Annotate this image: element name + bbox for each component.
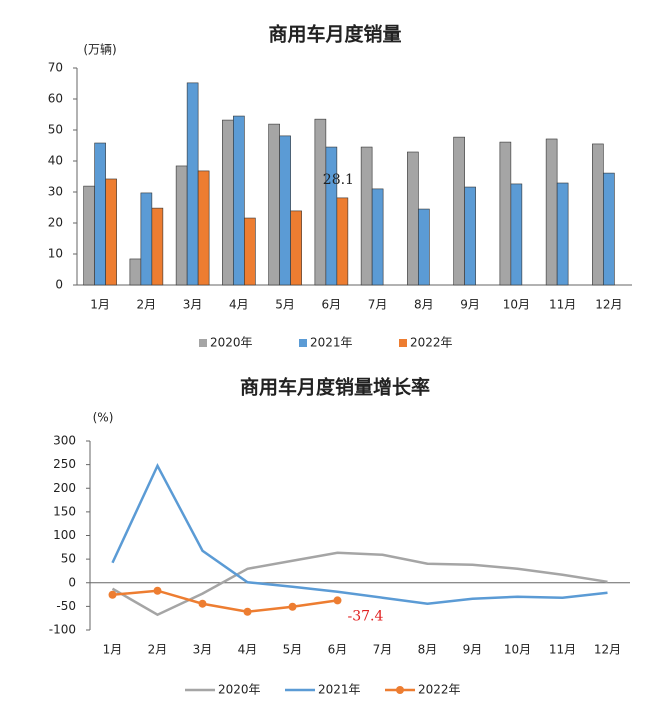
x-tick-label: 7月 [368,298,388,312]
x-tick-label: 1月 [103,643,123,657]
y-tick-label: 300 [53,434,76,448]
bar [371,188,384,286]
bar [129,258,142,286]
y-axis-label: (万辆) [83,43,116,57]
legend-label: 2021年 [318,683,361,697]
legend-swatch [299,339,307,347]
legend-label: 2021年 [310,336,353,350]
y-tick-label: 10 [48,247,63,261]
legend-marker [396,686,404,694]
y-tick-label: 20 [48,216,63,230]
y-tick-label: 50 [61,552,76,566]
y-tick-label: 0 [55,278,63,292]
bar [464,186,476,286]
x-tick-label: 3月 [193,643,213,657]
y-tick-label: 150 [53,504,76,518]
bar [222,119,234,286]
bar [151,207,164,286]
y-tick-label: -50 [56,599,76,613]
y-tick-label: 50 [48,123,63,137]
y-tick-label: 200 [53,481,76,495]
bar [556,182,569,286]
y-tick-label: 70 [48,61,63,75]
marker [153,586,162,595]
x-tick-label: 1月 [90,298,110,312]
bar [268,123,280,286]
x-tick-label: 5月 [283,643,303,657]
x-tick-label: 7月 [373,643,393,657]
bar [186,82,199,286]
legend-label: 2020年 [218,683,261,697]
bar [105,178,117,286]
y-tick-label: 30 [48,185,63,199]
marker [108,590,117,599]
data-label: 28.1 [323,172,354,188]
bar [592,143,604,286]
x-tick-label: 12月 [594,643,621,657]
x-tick-label: 10月 [504,643,531,657]
x-tick-label: 9月 [460,298,480,312]
bar [314,118,327,286]
x-tick-label: 6月 [328,643,348,657]
bar [290,210,302,286]
bar [499,141,512,286]
bar [418,208,430,286]
bar [94,142,106,286]
x-tick-label: 4月 [238,643,258,657]
x-tick-label: 4月 [229,298,249,312]
marker [243,607,252,616]
x-tick-label: 5月 [275,298,295,312]
x-tick-label: 2月 [137,298,157,312]
x-tick-label: 9月 [463,643,483,657]
legend-label: 2020年 [210,336,253,350]
bar [407,151,419,286]
bar [336,197,349,286]
y-tick-label: 250 [53,457,76,471]
y-axis-label: (%) [93,411,114,425]
bar [175,165,188,286]
y-tick-label: 60 [48,92,63,106]
bar [83,185,95,286]
marker [198,599,207,608]
y-tick-label: 0 [68,575,76,589]
bar [453,136,465,286]
legend-swatch [399,339,407,347]
bar [279,135,291,286]
marker [288,602,297,611]
y-tick-label: 100 [53,528,76,542]
chart-title: 商用车月度销量增长率 [240,376,430,399]
bar [244,217,256,286]
y-tick-label: -100 [49,623,76,637]
legend-label: 2022年 [410,336,453,350]
line [111,462,608,605]
bar [360,146,373,286]
bar [603,172,615,286]
bar [233,115,245,286]
bar [140,192,153,286]
bar [545,138,558,286]
x-tick-label: 11月 [549,298,576,312]
x-tick-label: 8月 [414,298,434,312]
bar [325,146,338,286]
x-tick-label: 2月 [148,643,168,657]
bar [510,183,523,286]
legend-swatch [199,339,207,347]
x-tick-label: 11月 [549,643,576,657]
x-tick-label: 12月 [595,298,622,312]
data-label: -37.4 [348,608,384,624]
bar [197,170,210,286]
marker [333,596,342,605]
x-tick-label: 10月 [503,298,530,312]
legend-label: 2022年 [418,683,461,697]
x-tick-label: 6月 [322,298,342,312]
line [111,551,608,617]
chart-title: 商用车月度销量 [268,23,401,46]
x-tick-label: 3月 [183,298,203,312]
x-tick-label: 8月 [418,643,438,657]
line [112,589,338,614]
y-tick-label: 40 [48,154,63,168]
